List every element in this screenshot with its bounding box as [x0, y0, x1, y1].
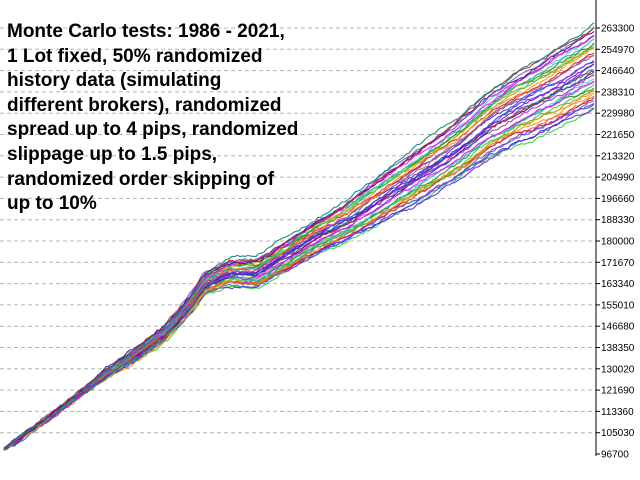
y-tick-label: 254970: [601, 45, 635, 56]
y-tick-label: 213320: [601, 151, 635, 162]
y-tick-label: 221650: [601, 130, 635, 141]
y-tick-label: 121690: [601, 386, 635, 397]
title-line-6: slippage up to 1.5 pips,: [7, 143, 218, 165]
y-tick-label: 105030: [601, 428, 635, 439]
y-tick-label: 163340: [601, 279, 635, 290]
title-line-5: spread up to 4 pips, randomized: [7, 119, 299, 141]
title-line-2: 1 Lot fixed, 50% randomized: [7, 45, 263, 67]
title-line-4: different brokers), randomized: [7, 94, 282, 116]
y-axis-ticks: 96700 105030 113360 121690 130020 138350 14668…: [596, 24, 635, 461]
y-tick-label: 180000: [601, 237, 635, 248]
y-tick-label: 130020: [601, 364, 635, 375]
y-tick-label: 229980: [601, 109, 635, 120]
title-line-1: Monte Carlo tests: 1986 - 2021,: [7, 21, 285, 42]
y-tick-label: 238310: [601, 87, 635, 98]
equity-curve-series: [3, 46, 595, 451]
y-tick-label: 171670: [601, 258, 635, 269]
y-tick-label: 146680: [601, 322, 635, 333]
title-line-3: history data (simulating: [7, 70, 222, 92]
y-tick-label: 188330: [601, 215, 635, 226]
y-tick-label: 138350: [601, 343, 635, 354]
equity-curve-series: [3, 38, 595, 450]
y-tick-label: 113360: [601, 407, 634, 418]
title-line-8: up to 10%: [7, 193, 97, 215]
y-tick-label: 204990: [601, 173, 635, 184]
title-line-7: randomized order skipping of: [7, 168, 275, 190]
equity-curves: [3, 22, 595, 452]
y-tick-label: 263300: [601, 24, 635, 35]
y-tick-label: 155010: [601, 300, 635, 311]
equity-curve-series: [3, 22, 595, 450]
y-tick-label: 96700: [601, 450, 629, 461]
grid-lines: [0, 27, 596, 434]
equity-curve-series: [3, 69, 595, 450]
y-tick-label: 196660: [601, 194, 635, 205]
chart-title: Monte Carlo tests: 1986 - 2021, 1 Lot fi…: [7, 20, 299, 217]
y-tick-label: 246640: [601, 66, 635, 77]
